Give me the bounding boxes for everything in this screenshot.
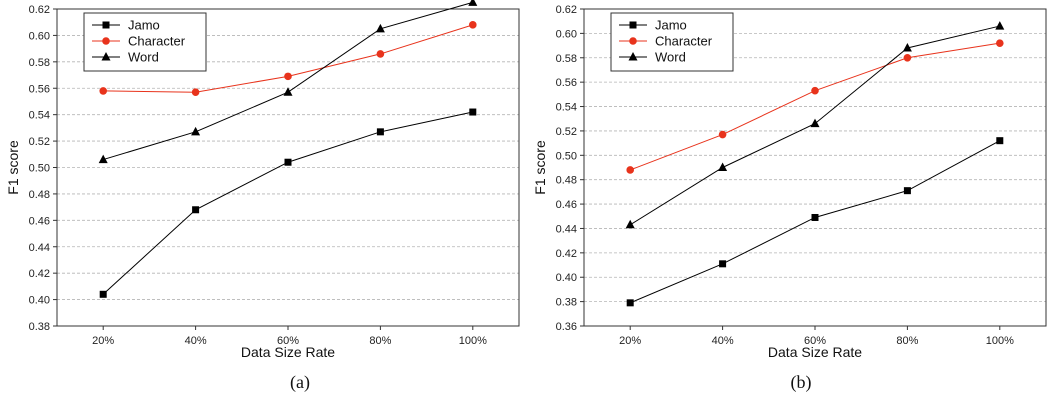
data-point-character	[903, 53, 912, 62]
y-axis-label: F1 score	[5, 140, 21, 195]
y-tick-label: 0.54	[29, 110, 50, 122]
data-point-character	[718, 130, 727, 139]
legend-marker-triangle	[101, 52, 111, 61]
legend-label: Character	[128, 34, 186, 49]
y-axis-label: F1 score	[532, 140, 548, 195]
y-tick-label: 0.46	[556, 199, 577, 211]
data-point-jamo	[719, 260, 727, 268]
y-tick-label: 0.60	[556, 28, 577, 40]
x-tick-label: 60%	[804, 335, 826, 347]
plot-frame	[56, 8, 520, 327]
y-tick-label: 0.44	[29, 242, 50, 254]
legend-label: Jamo	[655, 18, 687, 33]
x-tick-label: 40%	[712, 335, 734, 347]
data-point-character	[191, 88, 200, 97]
data-point-jamo	[903, 187, 911, 195]
y-tick-label: 0.62	[29, 4, 50, 16]
data-point-jamo	[811, 213, 819, 221]
y-tick-label: 0.58	[29, 57, 50, 69]
y-tick-label: 0.46	[29, 215, 50, 227]
y-tick-label: 0.60	[29, 30, 50, 42]
plot-frame	[583, 8, 1047, 327]
x-tick-label: 40%	[185, 335, 207, 347]
y-tick-label: 0.48	[556, 175, 577, 187]
x-axis-label: Data Size Rate	[768, 344, 862, 360]
data-point-word	[283, 87, 293, 96]
legend-marker-circle	[629, 37, 637, 45]
y-tick-label: 0.56	[556, 77, 577, 89]
data-point-word	[718, 162, 728, 171]
data-point-jamo	[192, 206, 200, 214]
y-tick-label: 0.48	[29, 189, 50, 201]
y-tick-label: 0.58	[556, 53, 577, 65]
y-tick-label: 0.56	[29, 83, 50, 95]
data-point-word	[468, 0, 478, 6]
panel-caption: (b)	[791, 372, 812, 393]
data-point-character	[811, 86, 819, 95]
data-point-character	[626, 166, 634, 174]
y-tick-label: 0.54	[556, 102, 577, 114]
legend-marker-square	[102, 21, 110, 29]
legend-label: Jamo	[128, 18, 160, 33]
panel-caption: (a)	[290, 372, 310, 393]
series-line-jamo	[630, 140, 1001, 304]
y-tick-label: 0.50	[29, 163, 50, 175]
data-point-word	[902, 43, 912, 52]
x-tick-label: 60%	[277, 335, 299, 347]
data-point-jamo	[376, 128, 384, 136]
data-point-jamo	[469, 108, 477, 116]
data-point-character	[284, 72, 292, 81]
y-tick-label: 0.40	[556, 272, 577, 284]
data-point-jamo	[996, 137, 1004, 145]
data-point-character	[469, 21, 477, 29]
data-point-character	[376, 50, 385, 58]
x-tick-label: 80%	[369, 335, 391, 347]
y-tick-label: 0.38	[29, 321, 50, 333]
data-point-jamo	[626, 299, 634, 307]
y-tick-label: 0.52	[556, 126, 577, 138]
data-point-character	[996, 39, 1004, 47]
x-axis-label: Data Size Rate	[241, 344, 335, 360]
chart-panel-b: 0.36 0.38 0.40 0.42 0.44 0.46 0.48 0.50 0.52 0.54…	[532, 4, 1047, 393]
legend-label: Word	[655, 50, 686, 65]
legend-label: Word	[128, 50, 159, 65]
y-tick-label: 0.50	[556, 150, 577, 162]
data-point-word	[98, 154, 108, 164]
x-tick-label: 100%	[986, 335, 1014, 347]
data-point-jamo	[284, 158, 292, 166]
x-tick-label: 100%	[459, 335, 487, 347]
data-point-word	[191, 126, 201, 136]
data-point-jamo	[99, 290, 107, 298]
chart-panel-a: 0.38 0.40 0.42 0.44 0.46 0.48 0.50 0.52 0.54 0.56…	[5, 0, 520, 393]
data-point-word	[625, 219, 635, 229]
x-tick-label: 20%	[619, 335, 641, 347]
data-point-character	[99, 87, 107, 95]
data-point-word	[810, 118, 820, 128]
y-tick-label: 0.38	[556, 297, 577, 309]
series-line-jamo	[102, 111, 473, 295]
data-point-word	[995, 21, 1005, 30]
y-tick-label: 0.44	[556, 223, 577, 235]
data-point-word	[375, 23, 385, 33]
y-tick-label: 0.52	[29, 136, 50, 148]
legend-marker-triangle	[628, 52, 638, 61]
y-tick-label: 0.62	[556, 4, 577, 16]
y-tick-label: 0.36	[556, 321, 577, 333]
y-tick-label: 0.42	[556, 248, 577, 260]
y-tick-label: 0.40	[29, 295, 50, 307]
x-tick-label: 20%	[92, 335, 114, 347]
legend-marker-square	[629, 21, 637, 29]
legend-marker-circle	[102, 37, 110, 45]
legend-label: Character	[655, 34, 713, 49]
x-tick-label: 80%	[896, 335, 918, 347]
y-tick-label: 0.42	[29, 268, 50, 280]
